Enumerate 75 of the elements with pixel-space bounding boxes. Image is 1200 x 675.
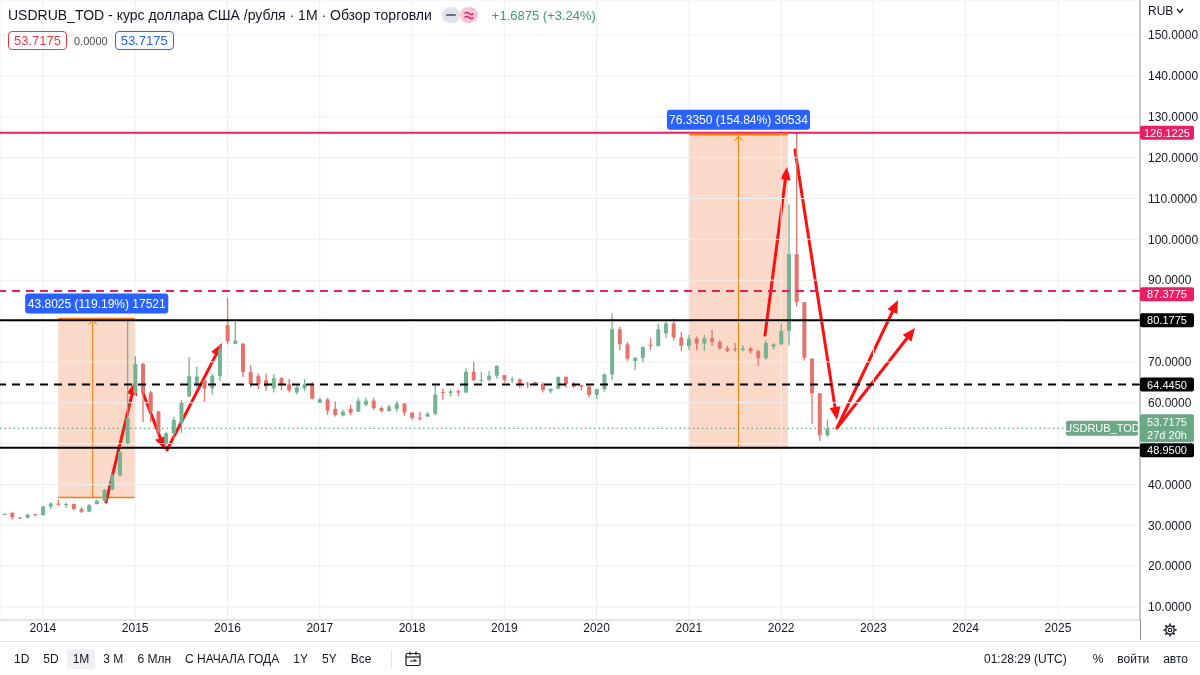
text: 5D xyxy=(42,650,60,668)
candlestick xyxy=(679,331,684,352)
x-tick-label: 2018 xyxy=(398,620,426,635)
x-tick-label: 2014 xyxy=(29,620,57,635)
ref-line-label: 64.4450 xyxy=(1147,378,1187,391)
text: 6 Млн xyxy=(136,650,172,668)
x-tick-label: 2025 xyxy=(1044,620,1072,635)
y-axis-title: RUB xyxy=(1148,4,1174,18)
text: авто xyxy=(1162,650,1189,668)
y-tick-label: 40.0000 xyxy=(1148,477,1192,492)
candlestick xyxy=(440,387,445,401)
y-tick-label: 10.0000 xyxy=(1148,600,1192,615)
text: 27d 20h xyxy=(1147,428,1187,441)
y-tick-label: 100.0000 xyxy=(1148,232,1199,247)
candlestick xyxy=(202,378,207,403)
ref-line-label: 87.3775 xyxy=(1147,288,1187,301)
candlestick xyxy=(194,366,199,389)
y-tick-label: 60.0000 xyxy=(1148,395,1192,410)
y-tick-label: 70.0000 xyxy=(1148,355,1192,370)
candlestick xyxy=(187,356,192,398)
y-tick-label: 30.0000 xyxy=(1148,518,1192,533)
text: 01:28:29 (UTC) xyxy=(982,650,1068,668)
candlestick xyxy=(64,501,69,509)
candlestick xyxy=(225,297,230,345)
ref-line-label: 126.1225 xyxy=(1144,126,1190,139)
ref-line-label: 48.9500 xyxy=(1147,444,1187,457)
y-tick-label: 120.0000 xyxy=(1148,150,1199,165)
candlestick xyxy=(433,384,438,417)
candlestick xyxy=(117,450,122,477)
text: войти xyxy=(1116,650,1151,668)
x-tick-label: 2022 xyxy=(767,620,795,635)
text: Все xyxy=(349,650,373,668)
annotation: +1.6875 (+3.24%) xyxy=(491,7,596,23)
candlestick xyxy=(625,341,630,362)
y-tick-label: 140.0000 xyxy=(1148,69,1199,84)
text: 5Y xyxy=(320,650,338,668)
text: 3 М xyxy=(102,650,125,668)
candlestick xyxy=(487,370,492,383)
annotation: 76.3350 (154.84%) 30534 xyxy=(669,112,809,127)
text: 1M xyxy=(66,648,96,669)
candlestick xyxy=(656,322,661,348)
x-tick-label: 2024 xyxy=(952,620,980,635)
candlestick xyxy=(417,411,422,422)
annotation: 43.8025 (119.19%) 17521 xyxy=(27,296,167,311)
x-tick-label: 2023 xyxy=(860,620,888,635)
x-tick-label: 2019 xyxy=(490,620,518,635)
candlestick xyxy=(617,326,622,352)
y-tick-label: 90.0000 xyxy=(1148,273,1192,288)
ref-line-label: 53.7175 xyxy=(1147,415,1187,428)
x-tick-label: 2017 xyxy=(306,620,334,635)
annotation: 53.7175 xyxy=(114,31,174,50)
text: С НАЧАЛА ГОДА xyxy=(184,650,281,668)
x-tick-label: 2021 xyxy=(675,620,703,635)
x-tick-label: 2015 xyxy=(121,620,149,635)
y-tick-label: 150.0000 xyxy=(1148,28,1199,43)
candlestick xyxy=(471,361,476,382)
candlestick xyxy=(148,390,153,423)
y-tick-label: 20.0000 xyxy=(1148,559,1192,574)
candlestick xyxy=(248,364,253,389)
text: % xyxy=(1091,650,1105,668)
x-tick-label: 2020 xyxy=(583,620,611,635)
y-tick-label: 130.0000 xyxy=(1148,110,1199,125)
candlestick xyxy=(779,322,784,346)
annotation: 0.0000 xyxy=(74,34,108,47)
y-tick-label: 110.0000 xyxy=(1148,191,1198,206)
x-tick-label: 2016 xyxy=(214,620,242,635)
candlestick xyxy=(710,329,715,347)
text: 1D xyxy=(13,650,31,668)
ref-line-label: 80.1775 xyxy=(1147,314,1187,327)
annotation: USDRUB_TOD xyxy=(1064,422,1140,435)
candlestick xyxy=(464,367,469,394)
text: USDRUB_TOD - курс доллара США /рубля · 1M · Обзор торговли xyxy=(8,6,432,25)
annotation: 53.7175 xyxy=(8,31,67,50)
candlestick xyxy=(763,339,768,361)
text: 1Y xyxy=(292,650,309,668)
